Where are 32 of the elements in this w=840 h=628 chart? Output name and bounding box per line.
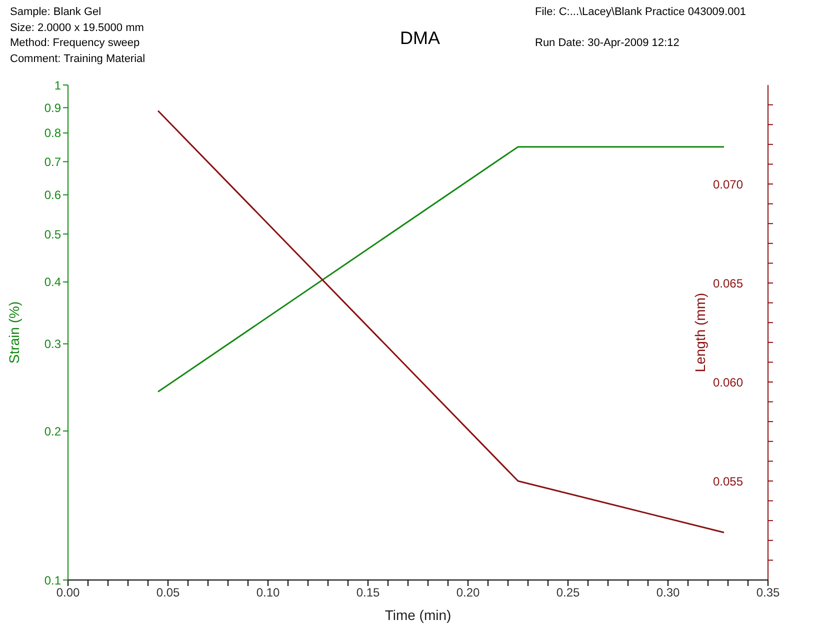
y-tick-label: 1	[54, 78, 62, 92]
text: Comment: Training Material	[10, 52, 146, 66]
x-tick-label: 0.25	[556, 586, 580, 600]
y-tick-label: 0.5	[44, 227, 62, 242]
y-tick-label: 0.7	[44, 154, 62, 169]
y-tick-label: 0.3	[44, 337, 62, 352]
y2-tick-label: 0.060	[713, 375, 744, 390]
y-axis-title: Strain (%)	[6, 301, 22, 364]
y2-tick-label: 0.055	[713, 474, 744, 488]
x-tick-label: 0.30	[656, 586, 680, 600]
y2-tick-label: 0.065	[713, 276, 744, 290]
x-axis-title: Time (min)	[384, 607, 452, 623]
y-tick-label: 0.4	[44, 275, 62, 290]
text: Size: 2.0000 x 19.5000 mm	[10, 20, 145, 36]
text: Method: Frequency sweep	[10, 36, 141, 51]
y-tick-label: 0.8	[44, 126, 62, 140]
text: Sample: Blank Gel	[10, 5, 102, 20]
x-tick-label: 0.10	[256, 586, 280, 600]
y-tick-label: 0.6	[44, 188, 62, 202]
y-tick-label: 0.9	[44, 100, 62, 115]
text: File: C:...\Lacey\Blank Practice 043009.001	[535, 5, 746, 20]
text: Run Date: 30-Apr-2009 12:12	[535, 36, 680, 51]
x-tick-label: 0.35	[756, 586, 780, 600]
y2-axis-title: Length (mm)	[692, 292, 708, 372]
x-tick-label: 0.00	[56, 586, 80, 600]
x-tick-label: 0.05	[156, 586, 180, 600]
x-tick-label: 0.15	[356, 586, 380, 600]
y-tick-label: 0.2	[44, 424, 62, 438]
y2-tick-label: 0.070	[713, 177, 744, 192]
x-tick-label: 0.20	[456, 586, 480, 600]
y-tick-label: 0.1	[44, 573, 62, 588]
chart-title: DMA	[400, 28, 440, 48]
